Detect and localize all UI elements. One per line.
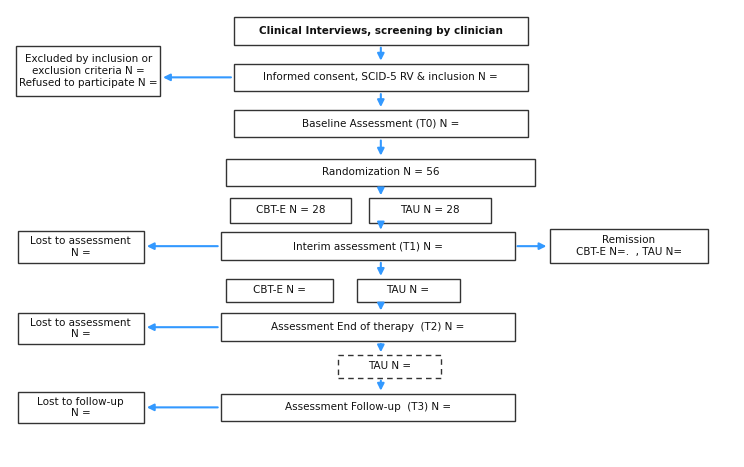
- Text: Lost to assessment
N =: Lost to assessment N =: [31, 318, 131, 339]
- Text: TAU N =: TAU N =: [386, 285, 429, 296]
- FancyBboxPatch shape: [18, 231, 144, 263]
- FancyBboxPatch shape: [356, 279, 460, 302]
- FancyBboxPatch shape: [18, 391, 144, 423]
- Text: Assessment Follow-up  (T3) N =: Assessment Follow-up (T3) N =: [284, 403, 451, 412]
- FancyBboxPatch shape: [226, 159, 535, 186]
- FancyBboxPatch shape: [230, 198, 351, 223]
- Text: Randomization N = 56: Randomization N = 56: [322, 167, 440, 177]
- FancyBboxPatch shape: [234, 110, 528, 137]
- Text: Lost to assessment
N =: Lost to assessment N =: [31, 236, 131, 258]
- Text: Clinical Interviews, screening by clinician: Clinical Interviews, screening by clinic…: [259, 26, 503, 36]
- Text: Lost to follow-up
N =: Lost to follow-up N =: [37, 396, 124, 418]
- FancyBboxPatch shape: [370, 198, 491, 223]
- FancyBboxPatch shape: [226, 279, 333, 302]
- FancyBboxPatch shape: [339, 355, 441, 378]
- Text: TAU N = 28: TAU N = 28: [400, 205, 460, 215]
- Text: Baseline Assessment (T0) N =: Baseline Assessment (T0) N =: [302, 119, 460, 129]
- FancyBboxPatch shape: [220, 233, 515, 260]
- FancyBboxPatch shape: [18, 312, 144, 344]
- Text: TAU N =: TAU N =: [368, 361, 411, 371]
- FancyBboxPatch shape: [234, 17, 528, 45]
- Text: CBT-E N = 28: CBT-E N = 28: [256, 205, 325, 215]
- FancyBboxPatch shape: [16, 46, 160, 96]
- Text: Remission
CBT-E N=.  , TAU N=: Remission CBT-E N=. , TAU N=: [576, 235, 682, 257]
- FancyBboxPatch shape: [550, 229, 708, 263]
- Text: Excluded by inclusion or
exclusion criteria N =
Refused to participate N =: Excluded by inclusion or exclusion crite…: [19, 55, 158, 88]
- FancyBboxPatch shape: [234, 64, 528, 91]
- Text: Assessment End of therapy  (T2) N =: Assessment End of therapy (T2) N =: [271, 322, 464, 332]
- FancyBboxPatch shape: [220, 394, 515, 421]
- Text: Interim assessment (T1) N =: Interim assessment (T1) N =: [292, 241, 443, 251]
- Text: Informed consent, SCID-5 RV & inclusion N =: Informed consent, SCID-5 RV & inclusion …: [263, 72, 498, 82]
- Text: CBT-E N =: CBT-E N =: [253, 285, 306, 296]
- FancyBboxPatch shape: [220, 313, 515, 341]
